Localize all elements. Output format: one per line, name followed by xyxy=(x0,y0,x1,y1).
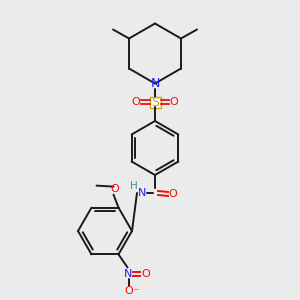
Text: ⁻: ⁻ xyxy=(133,287,138,297)
Text: N: N xyxy=(138,188,146,198)
Text: H: H xyxy=(130,181,138,191)
Text: N: N xyxy=(150,77,160,90)
Text: S: S xyxy=(151,95,159,109)
Text: O: O xyxy=(169,189,177,199)
FancyBboxPatch shape xyxy=(149,97,161,107)
Text: O: O xyxy=(169,97,178,107)
Text: O: O xyxy=(141,269,150,279)
Text: O: O xyxy=(124,286,133,296)
Text: O: O xyxy=(132,97,140,107)
Text: O: O xyxy=(110,184,119,194)
Text: N: N xyxy=(124,269,133,279)
